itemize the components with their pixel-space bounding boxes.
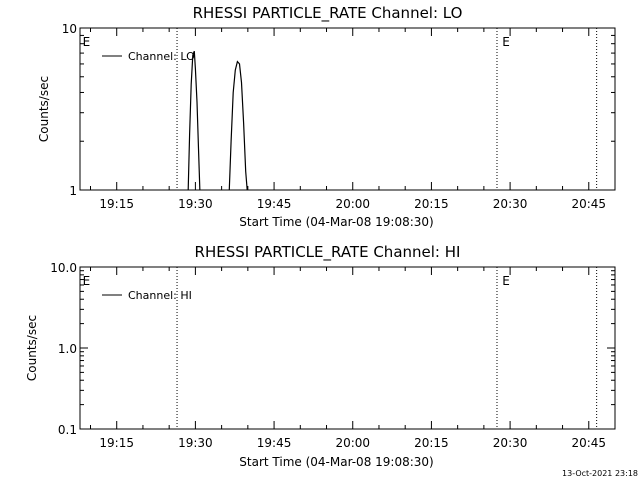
- x-tick-label: 19:45: [257, 436, 292, 450]
- chart-panel-1: RHESSI PARTICLE_RATE Channel: LO 19:15 19:…: [37, 4, 616, 229]
- x-tick-label: 19:15: [99, 197, 134, 211]
- x-axis-label: Start Time (04-Mar-08 19:08:30): [239, 455, 433, 469]
- y-axis-label: Counts/sec: [37, 76, 51, 142]
- series-line-segment: [187, 50, 201, 190]
- y-tick-label: 10: [62, 22, 77, 36]
- x-tick-label: 20:00: [335, 197, 370, 211]
- x-tick-label: 20:45: [571, 436, 606, 450]
- footer-timestamp: 13-Oct-2021 23:18: [562, 469, 638, 478]
- y-tick-label: 1: [69, 184, 77, 198]
- chart-title: RHESSI PARTICLE_RATE Channel: HI: [195, 243, 461, 262]
- legend-label: Channel: LO: [128, 50, 195, 63]
- x-tick-label: 20:30: [493, 197, 528, 211]
- y-tick-label: 10.0: [50, 261, 77, 275]
- x-tick-label: 19:30: [178, 436, 213, 450]
- legend-label: Channel: HI: [128, 289, 192, 302]
- event-mark: E: [83, 274, 91, 288]
- x-tick-label: 19:30: [178, 197, 213, 211]
- chart-panel-2: RHESSI PARTICLE_RATE Channel: HI 19:15 19:…: [25, 243, 616, 469]
- y-tick-label: 1.0: [58, 342, 77, 356]
- series-line-segment: [228, 60, 248, 190]
- y-tick-label: 0.1: [58, 423, 77, 437]
- plot-frame: [79, 27, 616, 191]
- chart-title: RHESSI PARTICLE_RATE Channel: LO: [193, 4, 463, 23]
- x-tick-label: 19:15: [99, 436, 134, 450]
- x-axis-label: Start Time (04-Mar-08 19:08:30): [239, 215, 433, 229]
- x-tick-label: 20:30: [493, 436, 528, 450]
- x-tick-label: 20:15: [414, 436, 449, 450]
- x-tick-label: 20:00: [335, 436, 370, 450]
- x-tick-label: 19:45: [257, 197, 292, 211]
- x-tick-label: 20:15: [414, 197, 449, 211]
- y-axis-label: Counts/sec: [25, 315, 39, 381]
- event-mark: E: [502, 274, 510, 288]
- event-mark: E: [83, 35, 91, 49]
- x-tick-label: 20:45: [571, 197, 606, 211]
- event-mark: E: [502, 35, 510, 49]
